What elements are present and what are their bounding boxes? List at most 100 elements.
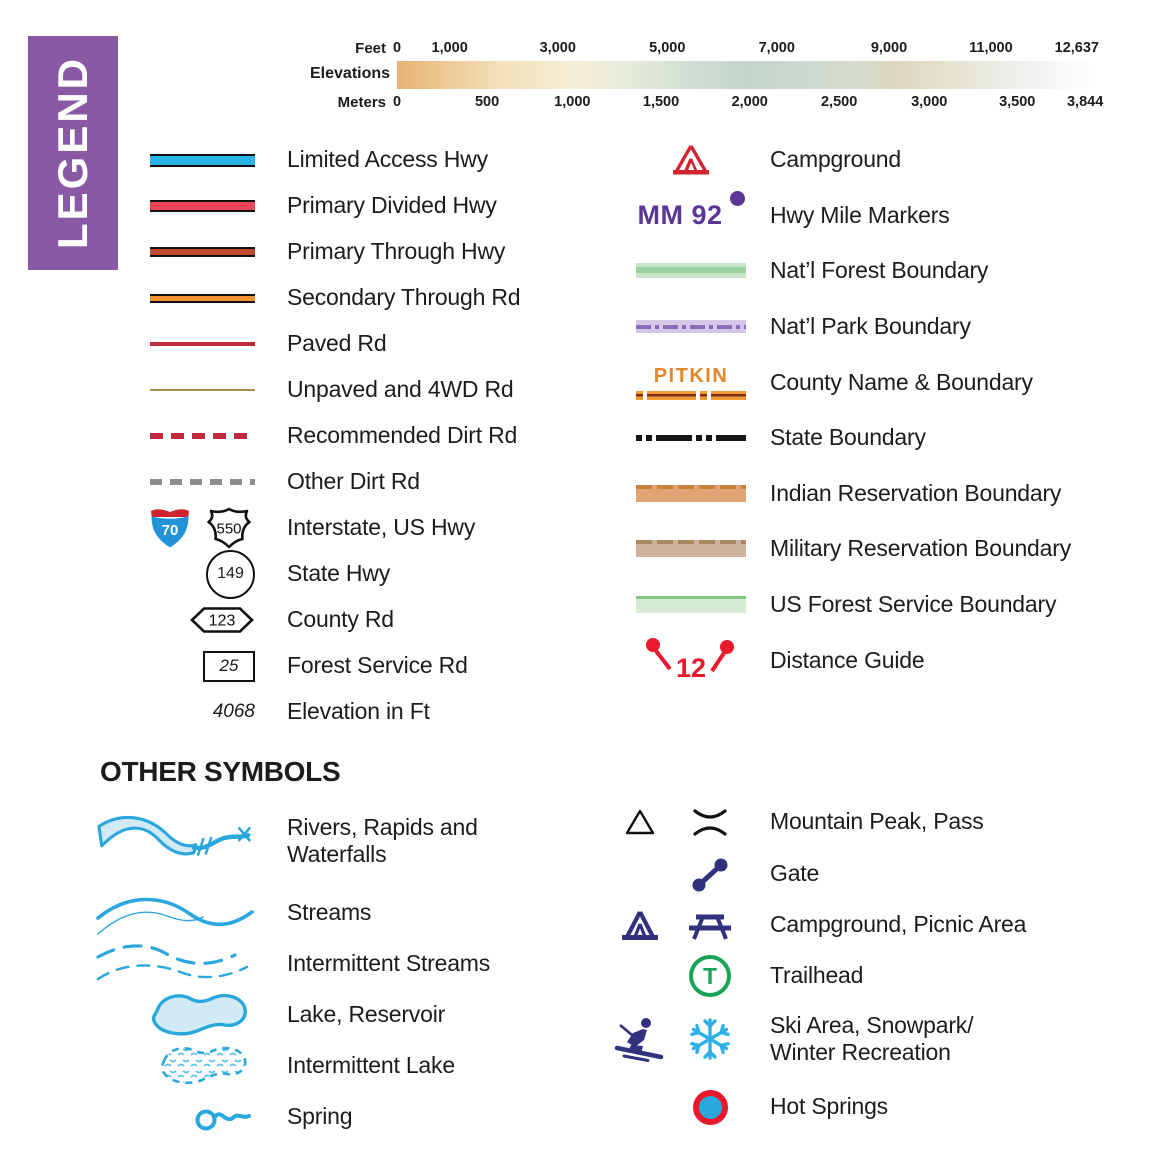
other-symbols-title: OTHER SYMBOLS	[100, 756, 341, 787]
meters-tick: 2,000	[731, 94, 768, 110]
trailhead-icon: T	[689, 955, 731, 997]
legend-row-secondary-through-rd: Secondary Through Rd	[100, 275, 600, 321]
legend-row-indian-reservation-boundary: Indian Reservation Boundary	[635, 466, 1165, 522]
snowflake-icon	[690, 1018, 730, 1060]
gate-icon	[692, 858, 728, 892]
meters-tick: 1,500	[642, 94, 680, 110]
legend-label: Indian Reservation Boundary	[770, 479, 1062, 506]
meters-label: Meters	[337, 94, 386, 111]
natl-park-boundary-band	[636, 320, 746, 334]
mile-marker-dot-icon	[729, 190, 745, 206]
feet-ticks: 0 1,000 3,000 5,000 7,000 9,000 11,000 1…	[393, 40, 1099, 58]
legend-row-elevation-in-ft: 4068 Elevation in Ft	[100, 689, 600, 735]
legend-label: Nat’l Park Boundary	[770, 313, 971, 340]
legend-row-us-forest-service-boundary: US Forest Service Boundary	[635, 577, 1165, 633]
legend-row-limited-access-hwy: Limited Access Hwy	[100, 137, 600, 183]
trailhead-letter: T	[702, 962, 718, 989]
meters-tick: 3,500	[999, 94, 1036, 110]
unpaved-4wd-rd-line	[150, 388, 255, 392]
legend-label: Nat’l Forest Boundary	[770, 257, 989, 284]
legend-label: Forest Service Rd	[287, 652, 468, 679]
legend-row-state-hwy: 149 State Hwy	[100, 549, 600, 599]
legend-label: Other Dirt Rd	[287, 468, 420, 495]
legend-label: Intermittent Lake	[287, 1051, 455, 1078]
primary-through-hwy-line	[150, 247, 255, 257]
picnic-table-icon	[689, 914, 731, 940]
feet-tick: 3,000	[539, 40, 576, 56]
feet-tick: 0	[392, 40, 402, 56]
point-symbols-column: Mountain Peak, Pass Gate	[610, 795, 1165, 1137]
intermittent-lake-icon	[160, 1046, 247, 1084]
feet-tick: 5,000	[649, 40, 686, 56]
legend-row-hot-springs: Hot Springs	[610, 1077, 1165, 1137]
legend-label: Lake, Reservoir	[287, 1000, 446, 1027]
river-rapids-waterfall-icon	[97, 816, 252, 856]
legend-label: Interstate, US Hwy	[287, 514, 476, 541]
legend-label: Intermittent Streams	[287, 949, 491, 976]
legend-label: Primary Divided Hwy	[287, 192, 497, 219]
legend-row-interstate-us-hwy: 70 550 Interstate, US Hwy	[100, 505, 600, 551]
elevation-feet-row: Feet 0 1,000 3,000 5,000 7,000 9,000 11,…	[310, 40, 1099, 58]
legend-label: Secondary Through Rd	[287, 284, 521, 311]
legend-label: Streams	[287, 898, 372, 925]
legend-row-hwy-mile-markers: MM 92 Hwy Mile Markers	[635, 188, 1165, 244]
feet-tick: 1,000	[431, 40, 468, 56]
legend-row-rivers: Rivers, Rapids and Waterfalls	[95, 795, 615, 887]
feet-tick: 9,000	[870, 40, 908, 56]
meters-tick: 3,844	[1066, 94, 1104, 110]
us-forest-service-band	[636, 596, 746, 614]
forest-service-rd-number: 25	[219, 656, 239, 675]
legend-row-county-name-boundary: PITKIN County Name & Boundary	[635, 354, 1165, 410]
meters-tick: 500	[474, 94, 500, 110]
legend-label: State Boundary	[770, 424, 926, 451]
us-hwy-number: 550	[216, 521, 241, 538]
legend-label: State Hwy	[287, 560, 391, 587]
legend-label: Unpaved and 4WD Rd	[287, 376, 514, 403]
interstate-shield-icon: 70	[151, 509, 189, 548]
distance-value: 12	[676, 653, 706, 683]
interstate-number: 70	[162, 522, 179, 539]
feet-tick: 11,000	[969, 40, 1013, 56]
elevation-gradient-row: Elevations	[310, 61, 1090, 91]
legend-label: Rivers, Rapids and Waterfalls	[287, 813, 478, 867]
legend-row-campground: Campground	[635, 132, 1165, 188]
streams-icon	[96, 897, 254, 935]
lake-reservoir-icon	[151, 993, 247, 1035]
recommended-dirt-rd-line	[150, 433, 255, 439]
legend-row-mountain-peak-pass: Mountain Peak, Pass	[610, 795, 1165, 849]
legend-label: Paved Rd	[287, 330, 387, 357]
primary-divided-hwy-line	[150, 200, 255, 212]
feet-label: Feet	[355, 40, 386, 57]
legend-row-distance-guide: 12 Distance Guide	[635, 632, 1165, 688]
legend-label: Elevation in Ft	[287, 698, 430, 725]
legend-row-spring: Spring	[95, 1091, 615, 1142]
legend-row-other-dirt-rd: Other Dirt Rd	[100, 459, 600, 505]
legend-row-campground-picnic: Campground, Picnic Area	[610, 899, 1165, 951]
elevation-example-value: 4068	[212, 701, 255, 722]
elevation-meters-row: Meters 0 500 1,000 1,500 2,000 2,500 3,0…	[310, 94, 1104, 112]
mountain-peak-icon	[625, 809, 655, 835]
meters-tick: 1,000	[554, 94, 591, 110]
legend-label: Trailhead	[770, 962, 864, 989]
legend-row-primary-through-hwy: Primary Through Hwy	[100, 229, 600, 275]
features-legend-column: Campground MM 92 Hwy Mile Markers Nat’l …	[635, 132, 1165, 688]
county-boundary-band	[636, 390, 746, 400]
legend-row-ski-area: Ski Area, Snowpark/ Winter Recreation	[610, 1001, 1165, 1077]
us-hwy-shield-icon: 550	[207, 507, 251, 549]
meters-tick: 2,500	[820, 94, 858, 110]
legend-label: Campground, Picnic Area	[770, 911, 1027, 938]
paved-rd-line	[150, 341, 255, 347]
legend-row-lake-reservoir: Lake, Reservoir	[95, 989, 615, 1040]
legend-label: Hot Springs	[770, 1093, 888, 1120]
campground-tent-icon	[673, 144, 709, 175]
legend-row-state-boundary: State Boundary	[635, 410, 1165, 466]
elevation-scale: Feet 0 1,000 3,000 5,000 7,000 9,000 11,…	[310, 40, 1104, 112]
legend-label: Spring	[287, 1102, 353, 1129]
secondary-through-rd-line	[150, 293, 255, 303]
county-rd-shield-icon: 123	[190, 607, 254, 633]
legend-row-trailhead: T Trailhead	[610, 951, 1165, 1001]
county-rd-number: 123	[209, 613, 236, 630]
mile-marker-text: MM 92	[637, 199, 723, 230]
spring-icon	[195, 1109, 251, 1130]
